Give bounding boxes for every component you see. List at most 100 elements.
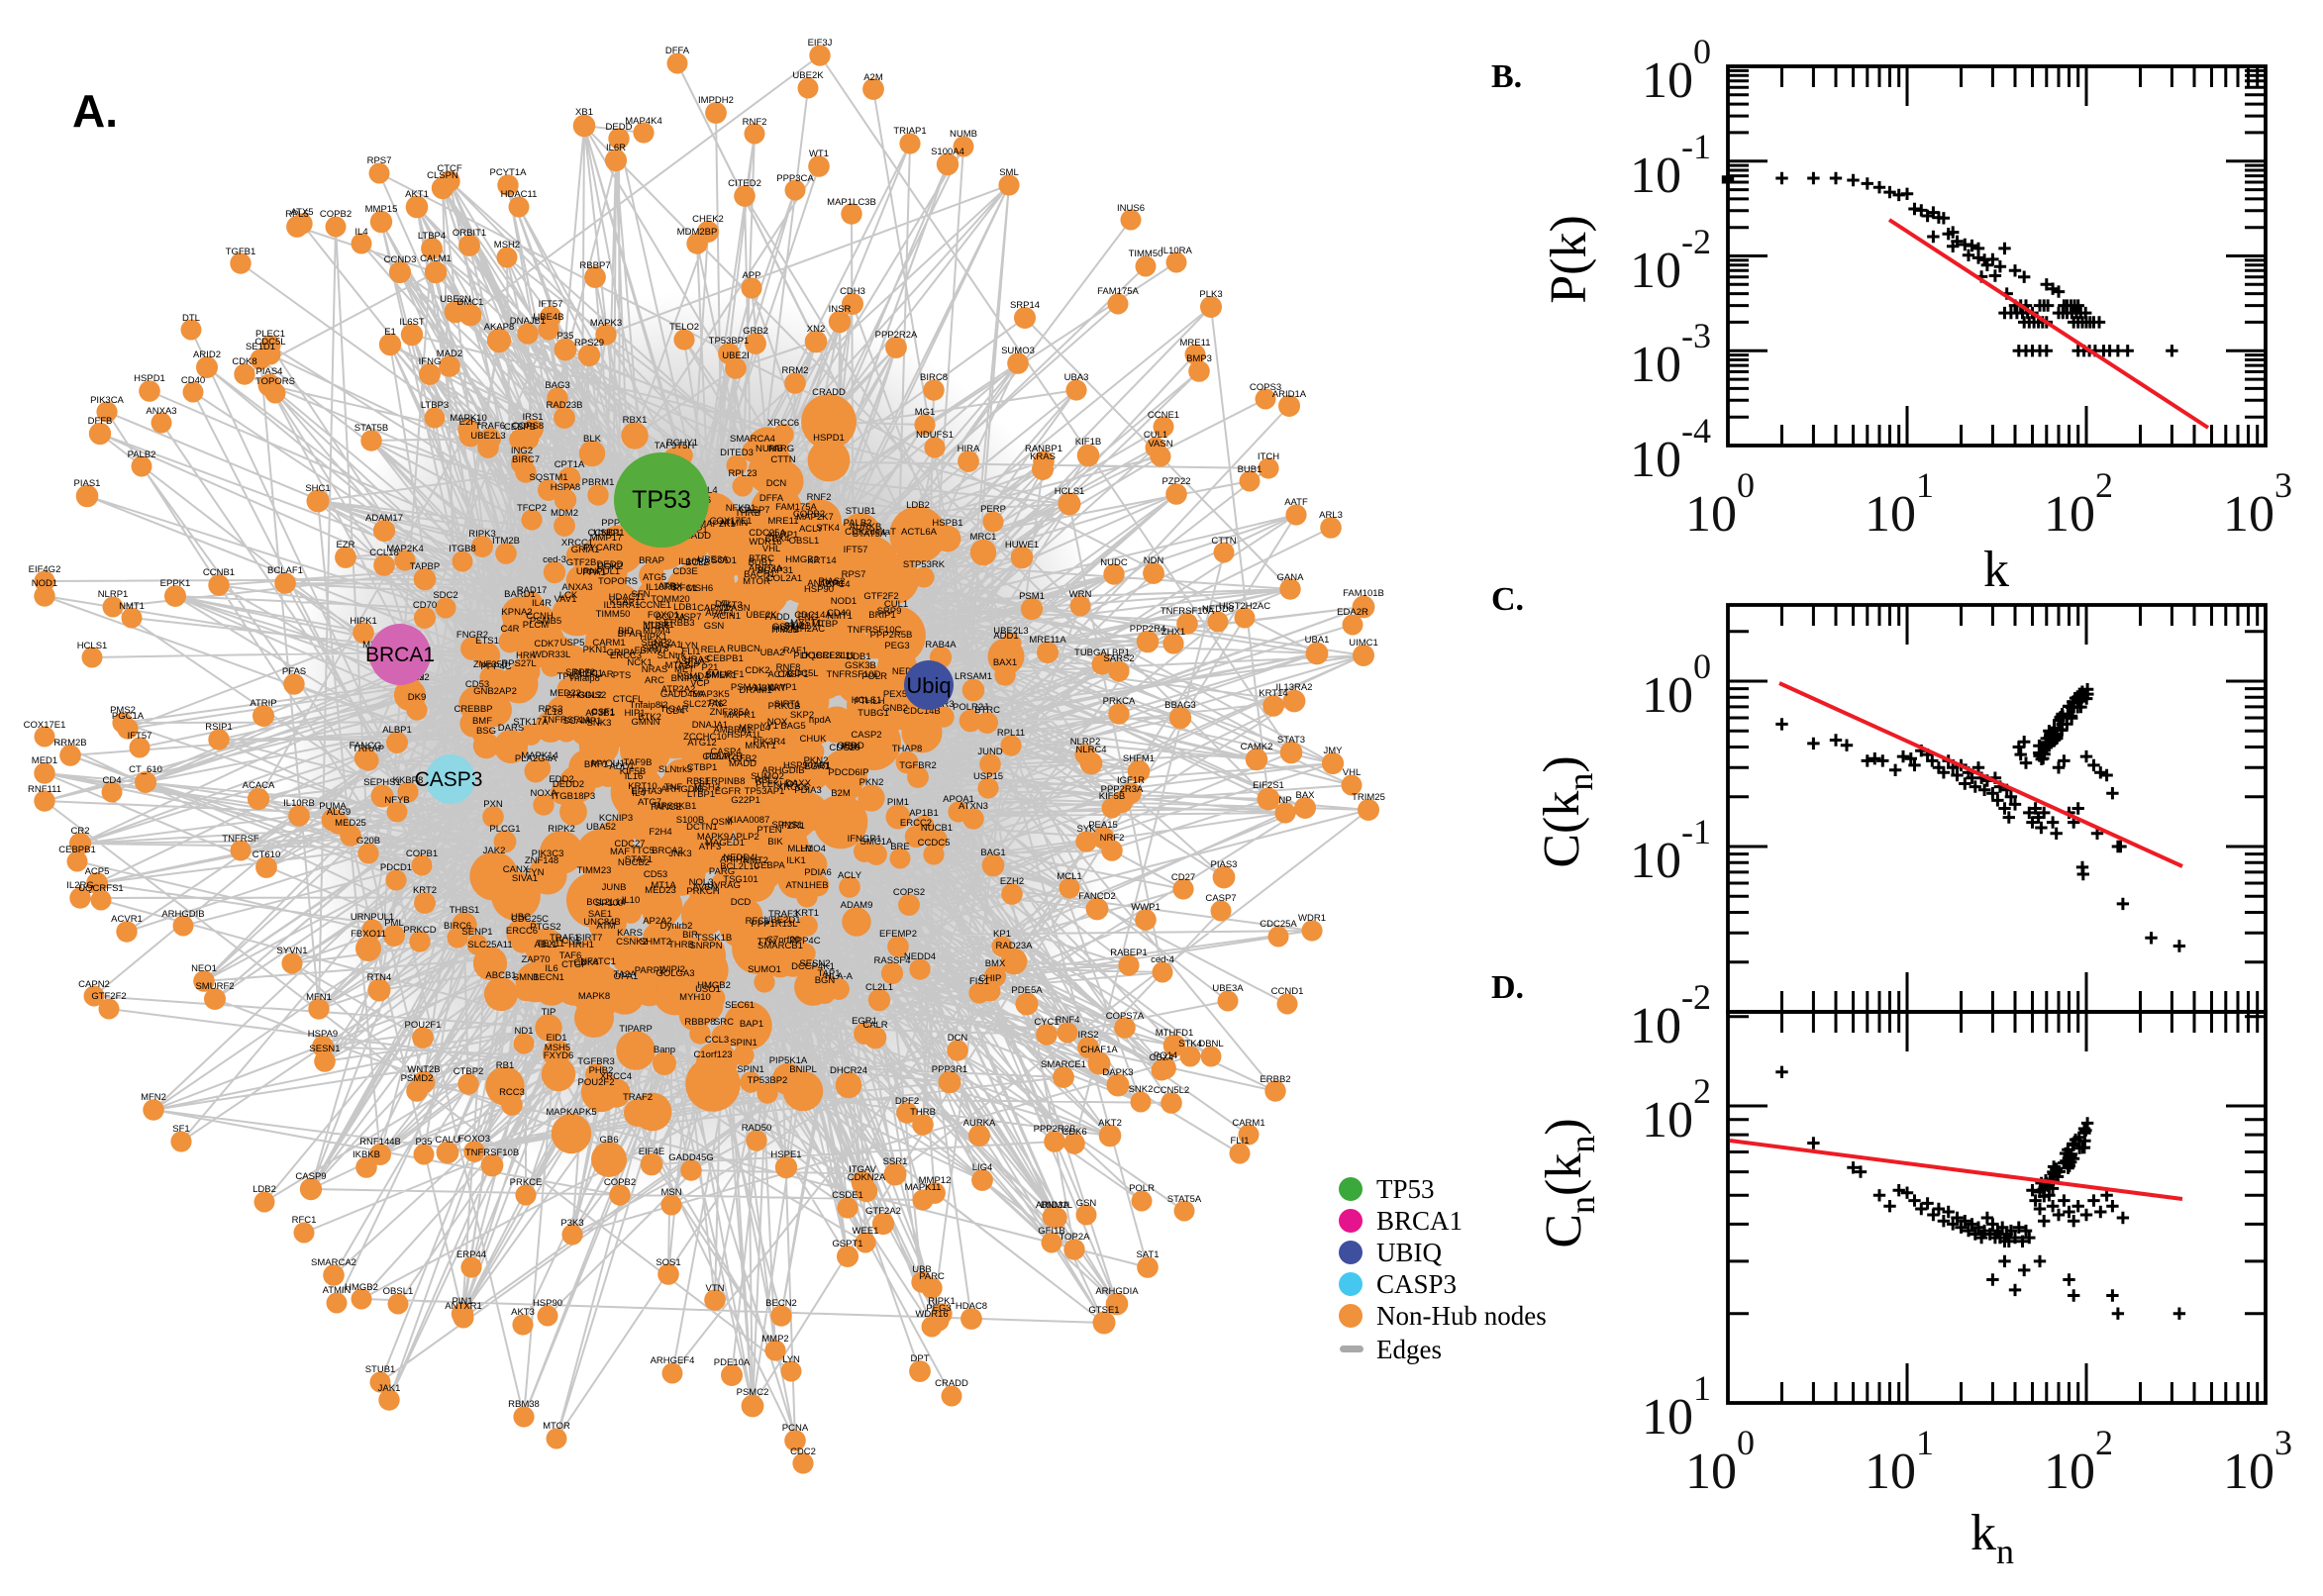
- svg-text:HDAC8: HDAC8: [956, 1301, 987, 1312]
- svg-text:ADAM17: ADAM17: [365, 513, 403, 524]
- svg-text:ANTXR1: ANTXR1: [445, 1301, 481, 1312]
- svg-text:PN2: PN2: [709, 698, 727, 709]
- svg-text:ATG5: ATG5: [643, 572, 666, 583]
- svg-text:PIAS3: PIAS3: [1211, 859, 1238, 870]
- svg-text:IL10RB: IL10RB: [283, 798, 315, 809]
- svg-text:SENP1: SENP1: [461, 927, 492, 938]
- svg-text:BUB1: BUB1: [1238, 464, 1262, 475]
- svg-text:STUB1: STUB1: [365, 1364, 396, 1375]
- svg-text:CDC20: CDC20: [829, 743, 859, 753]
- svg-text:NUDC: NUDC: [1100, 557, 1128, 568]
- svg-text:FOXO1: FOXO1: [648, 610, 679, 621]
- svg-text:STK4: STK4: [1178, 1039, 1202, 1049]
- svg-text:CEBPB1: CEBPB1: [58, 845, 96, 855]
- svg-text:CD4: CD4: [665, 706, 684, 717]
- svg-text:TNFRSF10A: TNFRSF10A: [1161, 606, 1215, 617]
- svg-text:KRT14: KRT14: [1259, 688, 1287, 699]
- svg-text:PKN2: PKN2: [804, 755, 829, 766]
- svg-text:HSPA1L: HSPA1L: [727, 730, 762, 741]
- svg-text:THBS1: THBS1: [450, 905, 480, 916]
- svg-text:BGN: BGN: [815, 975, 836, 986]
- svg-text:SLC25A11: SLC25A11: [467, 940, 512, 950]
- svg-text:10-1: 10-1: [1630, 127, 1711, 204]
- svg-text:BMF: BMF: [472, 716, 492, 727]
- svg-text:SE1D1: SE1D1: [246, 342, 275, 352]
- svg-text:FANCG: FANCG: [350, 741, 382, 751]
- svg-text:ATX5: ATX5: [290, 207, 313, 218]
- svg-text:TIMM23: TIMM23: [577, 865, 612, 876]
- svg-text:CASP3: CASP3: [1376, 1269, 1457, 1299]
- svg-text:POU2F1: POU2F1: [405, 1020, 442, 1031]
- svg-text:CALU: CALU: [435, 1135, 459, 1146]
- svg-text:MAP2K1: MAP2K1: [698, 519, 736, 530]
- svg-text:VTN: VTN: [706, 1283, 725, 1294]
- svg-text:LTBP4: LTBP4: [418, 231, 446, 242]
- svg-text:PPP2R4: PPP2R4: [1130, 624, 1165, 635]
- svg-text:EIF2S1: EIF2S1: [1253, 780, 1284, 791]
- svg-text:HIPK1: HIPK1: [640, 632, 666, 643]
- svg-text:USBP1: USBP1: [593, 528, 624, 539]
- svg-text:EIF4E: EIF4E: [639, 1147, 664, 1157]
- svg-text:PPP1R13L: PPP1R13L: [751, 919, 797, 930]
- svg-text:CCNH: CCNH: [526, 611, 554, 622]
- svg-text:A.: A.: [72, 85, 118, 137]
- svg-text:IMPDH2: IMPDH2: [698, 95, 734, 106]
- svg-text:BAG1: BAG1: [980, 848, 1005, 858]
- svg-text:SRC: SRC: [714, 1017, 734, 1028]
- svg-text:SAE1: SAE1: [588, 909, 612, 920]
- svg-text:IL2RG: IL2RG: [66, 880, 93, 891]
- svg-text:TFCP2: TFCP2: [517, 503, 547, 514]
- svg-text:S100A4: S100A4: [931, 147, 964, 157]
- svg-text:100: 100: [1685, 465, 1755, 543]
- svg-text:PTHLH: PTHLH: [854, 696, 884, 707]
- svg-text:TAF9T5H: TAF9T5H: [655, 441, 695, 451]
- svg-text:ADD1: ADD1: [993, 631, 1018, 642]
- svg-text:CASP4: CASP4: [710, 747, 741, 757]
- svg-text:CCND1: CCND1: [1271, 986, 1304, 997]
- svg-text:CRADD: CRADD: [812, 387, 846, 398]
- svg-text:CLSPN: CLSPN: [427, 170, 458, 181]
- svg-text:EFEMP2: EFEMP2: [879, 929, 917, 940]
- svg-text:IRS2: IRS2: [1077, 1030, 1098, 1041]
- svg-text:XRCC5: XRCC5: [777, 782, 809, 793]
- svg-text:KCNIP3: KCNIP3: [599, 813, 633, 824]
- svg-text:ANTXR1: ANTXR1: [807, 578, 844, 589]
- svg-text:GINS2: GINS2: [578, 690, 607, 701]
- svg-text:MADD: MADD: [729, 758, 757, 769]
- svg-text:CD53: CD53: [465, 679, 489, 690]
- svg-text:CDK8: CDK8: [232, 356, 256, 367]
- svg-text:ATG7: ATG7: [638, 797, 661, 808]
- svg-text:URNPUL1: URNPUL1: [576, 566, 620, 577]
- svg-text:HDAC11: HDAC11: [501, 189, 538, 200]
- svg-text:MAPK9: MAPK9: [697, 832, 729, 843]
- svg-text:EIF3J: EIF3J: [808, 38, 833, 49]
- svg-text:HMGB2: HMGB2: [697, 980, 731, 991]
- svg-text:DHCR24: DHCR24: [830, 1065, 867, 1076]
- svg-text:CUL1: CUL1: [884, 599, 908, 610]
- svg-text:CEBPB: CEBPB: [504, 422, 536, 433]
- svg-text:RCC3: RCC3: [499, 1087, 525, 1098]
- svg-text:STAT5B: STAT5B: [354, 423, 389, 434]
- svg-text:ABPC4: ABPC4: [819, 579, 850, 590]
- svg-text:FIS1: FIS1: [969, 976, 989, 987]
- svg-text:E1: E1: [384, 327, 396, 338]
- svg-text:PGC1A: PGC1A: [112, 711, 145, 722]
- svg-text:APP: APP: [742, 270, 760, 281]
- svg-text:TP53BP2: TP53BP2: [748, 1075, 788, 1086]
- svg-text:RELA: RELA: [701, 645, 726, 655]
- svg-text:Edges: Edges: [1376, 1335, 1442, 1364]
- svg-text:SAT1: SAT1: [1136, 1249, 1159, 1260]
- svg-text:RBX1: RBX1: [623, 415, 648, 426]
- svg-text:ATN1HEB: ATN1HEB: [785, 880, 828, 891]
- svg-text:KRT1: KRT1: [795, 908, 819, 919]
- svg-text:FYN: FYN: [526, 867, 545, 878]
- svg-text:GSK3B: GSK3B: [845, 660, 876, 671]
- svg-text:MAF: MAF: [610, 847, 630, 857]
- svg-text:PPA1: PPA1: [582, 567, 606, 578]
- svg-text:ARL3: ARL3: [1319, 510, 1343, 521]
- svg-text:HMGB2: HMGB2: [345, 1282, 378, 1293]
- svg-text:SNK2: SNK2: [1129, 1084, 1154, 1095]
- svg-text:A2M: A2M: [863, 72, 883, 83]
- svg-text:PDE10A: PDE10A: [714, 1357, 751, 1368]
- svg-text:TRAF1: TRAF1: [550, 933, 579, 944]
